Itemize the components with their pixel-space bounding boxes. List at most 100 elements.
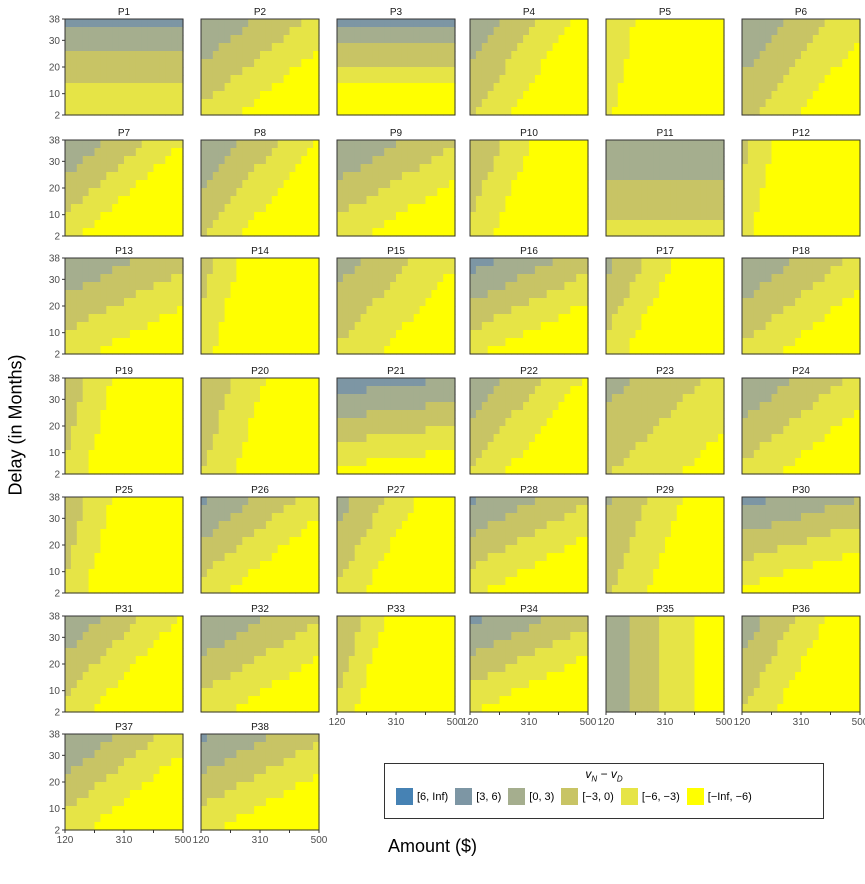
heat-cell: [70, 322, 78, 331]
heat-cell: [552, 148, 560, 157]
heat-cell: [606, 67, 613, 76]
heat-cell: [177, 386, 184, 395]
heat-cell: [413, 35, 421, 44]
heat-cell: [653, 282, 660, 291]
heat-cell: [147, 59, 155, 68]
heat-cell: [301, 330, 308, 339]
heat-cell: [670, 188, 678, 197]
heat-cell: [177, 91, 184, 100]
heat-cell: [254, 59, 261, 68]
heat-cell: [812, 196, 820, 205]
heat-cell: [419, 51, 427, 60]
heat-cell: [611, 274, 619, 283]
heat-cell: [271, 378, 279, 387]
heat-cell: [629, 43, 637, 52]
heat-cell: [307, 450, 314, 459]
heat-cell: [413, 402, 421, 411]
heat-cell: [493, 140, 501, 149]
heat-cell: [378, 75, 385, 84]
heat-cell: [824, 67, 832, 76]
heat-cell: [265, 164, 273, 173]
heat-cell: [511, 346, 518, 355]
heat-cell: [254, 148, 261, 157]
heat-cell: [718, 204, 725, 213]
heat-cell: [617, 220, 625, 229]
heat-cell: [647, 220, 654, 229]
heat-cell: [118, 330, 125, 339]
heat-cell: [141, 346, 149, 355]
heat-cell: [289, 266, 296, 275]
heat-cell: [307, 27, 314, 36]
heat-cell: [795, 156, 802, 165]
heat-cell: [481, 282, 489, 291]
y-tick-label: 38: [49, 374, 61, 385]
heat-cell: [82, 418, 90, 427]
heat-cell: [384, 180, 391, 189]
heat-cell: [635, 228, 642, 237]
heat-cell: [795, 59, 802, 68]
heat-cell: [718, 67, 725, 76]
heat-cell: [753, 188, 761, 197]
heat-cell: [88, 402, 96, 411]
heat-cell: [76, 426, 84, 435]
heat-cell: [135, 43, 143, 52]
heat-cell: [401, 322, 409, 331]
heat-cell: [836, 148, 843, 157]
heat-cell: [348, 83, 356, 92]
heat-cell: [201, 204, 208, 213]
heat-cell: [665, 51, 672, 60]
heat-cell: [112, 172, 119, 181]
heat-cell: [854, 172, 861, 181]
heat-cell: [230, 164, 237, 173]
heat-cell: [342, 35, 350, 44]
heat-cell: [354, 274, 362, 283]
heat-cell: [700, 67, 707, 76]
heat-cell: [647, 172, 654, 181]
heat-cell: [753, 83, 761, 92]
heat-cell: [82, 172, 90, 181]
heat-cell: [141, 402, 149, 411]
heat-cell: [481, 164, 489, 173]
heat-cell: [171, 220, 178, 229]
heat-cell: [529, 172, 536, 181]
heat-cell: [712, 290, 719, 299]
heat-cell: [481, 220, 489, 229]
heat-cell: [283, 290, 291, 299]
heat-cell: [812, 322, 820, 331]
heat-cell: [141, 258, 149, 267]
heat-cell: [124, 314, 131, 323]
heat-cell: [82, 91, 90, 100]
heat-cell: [431, 228, 438, 237]
heat-cell: [100, 148, 107, 157]
heat-cell: [118, 35, 125, 44]
heat-cell: [260, 418, 267, 427]
heat-cell: [354, 410, 362, 419]
heat-cell: [407, 35, 415, 44]
heat-cell: [342, 402, 350, 411]
heat-cell: [218, 346, 226, 355]
heat-cell: [470, 148, 477, 157]
heat-cell: [783, 346, 790, 355]
heat-cell: [842, 43, 849, 52]
heat-cell: [141, 458, 149, 467]
heat-cell: [629, 107, 637, 116]
heat-cell: [289, 402, 296, 411]
heat-cell: [641, 180, 648, 189]
heat-cell: [576, 67, 583, 76]
heat-cell: [313, 228, 320, 237]
heat-cell: [218, 228, 226, 237]
heat-cell: [401, 43, 409, 52]
heat-cell: [159, 188, 166, 197]
heat-cell: [806, 75, 814, 84]
heat-cell: [159, 196, 166, 205]
heat-cell: [289, 298, 296, 307]
heat-cell: [706, 220, 713, 229]
heat-cell: [129, 426, 137, 435]
heat-cell: [783, 164, 790, 173]
heat-cell: [283, 35, 291, 44]
heat-cell: [76, 196, 84, 205]
heat-cell: [777, 258, 784, 267]
heat-cell: [289, 164, 296, 173]
heat-cell: [611, 298, 619, 307]
heat-cell: [159, 434, 166, 443]
